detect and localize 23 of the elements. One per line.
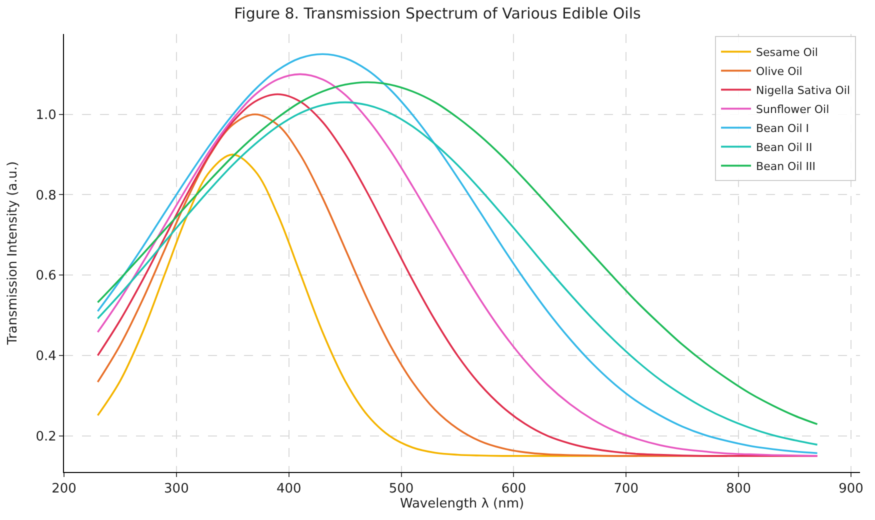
x-tick-label: 400: [276, 482, 302, 497]
legend-label: Sunflower Oil: [756, 102, 830, 116]
y-tick-label: 0.6: [36, 268, 56, 284]
y-tick-label: 0.8: [36, 188, 56, 204]
legend-label: Bean Oil III: [756, 160, 816, 173]
x-tick-label: 900: [838, 482, 864, 497]
x-tick-label: 700: [614, 482, 639, 497]
y-tick-label: 0.2: [36, 429, 56, 444]
legend-label: Olive Oil: [756, 64, 802, 78]
x-tick-label: 600: [501, 482, 526, 497]
x-tick-label: 500: [388, 482, 414, 497]
y-tick-label: 1.0: [36, 108, 56, 123]
y-tick-label: 0.4: [36, 349, 56, 364]
legend-label: Nigella Sativa Oil: [756, 84, 850, 97]
x-tick-label: 800: [726, 482, 751, 497]
x-tick-label: 200: [52, 482, 76, 497]
legend-label: Bean Oil I: [756, 122, 810, 135]
x-tick-label: 300: [164, 482, 189, 497]
legend-label: Sesame Oil: [756, 46, 818, 59]
x-axis-title: Wavelength λ (nm): [400, 496, 524, 512]
legend-label: Bean Oil II: [756, 140, 812, 154]
chart-title: Figure 8. Transmission Spectrum of Various Edible Oils: [234, 4, 642, 22]
y-axis-title: Transmission Intensity (a.u.): [6, 161, 21, 346]
